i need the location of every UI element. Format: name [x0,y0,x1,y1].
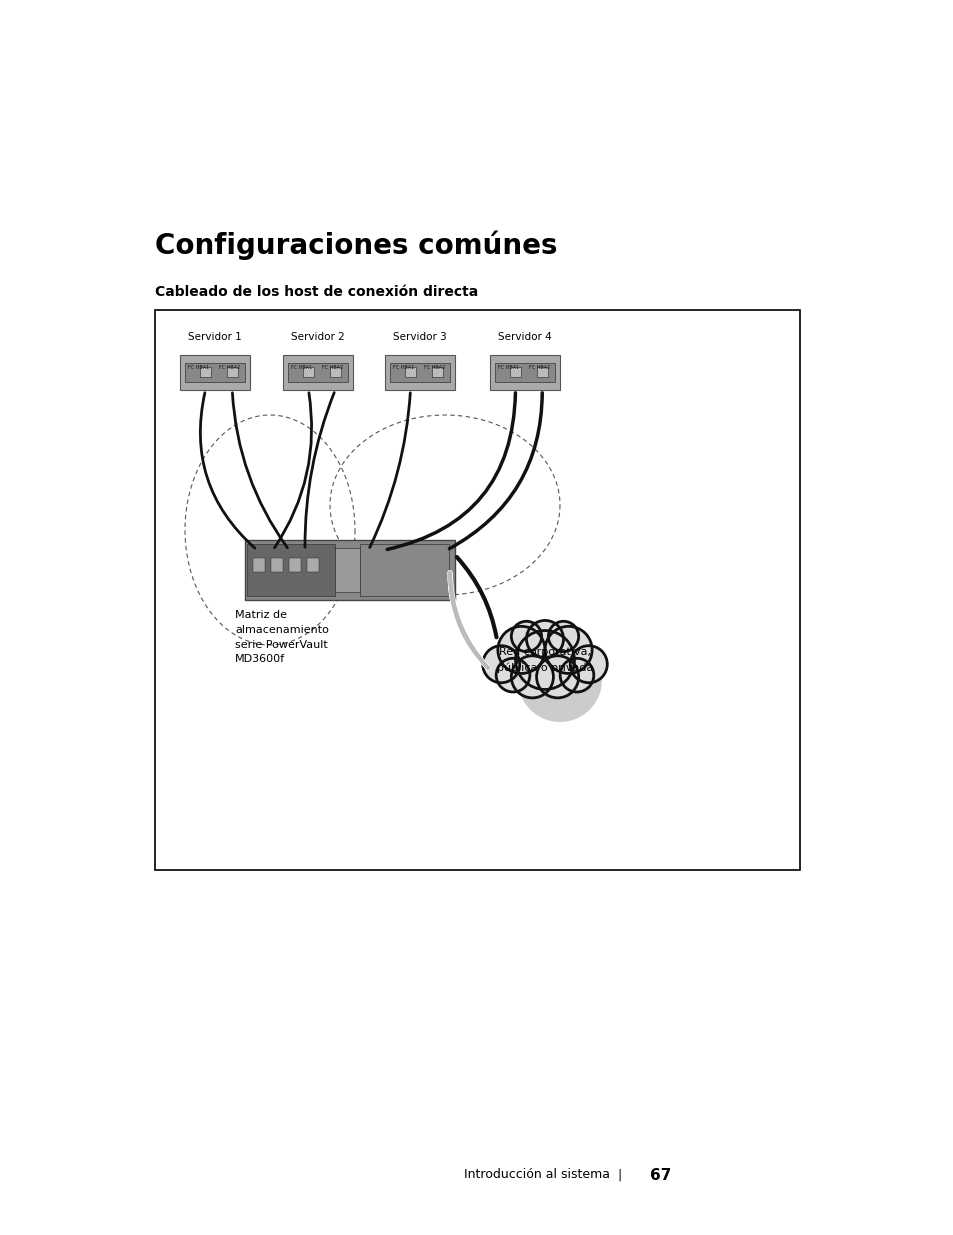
Text: Servidor 1: Servidor 1 [188,332,242,342]
Circle shape [482,646,519,683]
Text: Cableado de los host de conexión directa: Cableado de los host de conexión directa [154,285,477,299]
Bar [330,367,340,378]
FancyBboxPatch shape [390,363,449,382]
FancyBboxPatch shape [385,354,455,390]
FancyBboxPatch shape [247,543,335,597]
Text: FC HBA1: FC HBA1 [393,364,414,369]
Circle shape [548,621,578,652]
Circle shape [570,646,607,683]
Bar [271,558,283,572]
Text: Red corporativa,
pública o privada: Red corporativa, pública o privada [497,647,593,673]
Text: FC HBA2: FC HBA2 [529,364,550,369]
Circle shape [526,620,563,657]
Bar [432,367,442,378]
FancyBboxPatch shape [490,354,559,390]
Text: FC HBA1: FC HBA1 [291,364,312,369]
Bar [307,558,318,572]
FancyBboxPatch shape [335,548,360,592]
FancyBboxPatch shape [283,354,353,390]
Circle shape [544,626,592,673]
Circle shape [559,658,593,692]
Bar [227,367,237,378]
Circle shape [515,631,574,689]
Circle shape [517,638,601,722]
Bar [405,367,416,378]
Text: Introducción al sistema: Introducción al sistema [463,1168,609,1182]
Bar [303,367,314,378]
Text: FC HBA2: FC HBA2 [322,364,343,369]
FancyBboxPatch shape [360,543,448,597]
Text: Configuraciones comúnes: Configuraciones comúnes [154,230,557,259]
Bar [289,558,301,572]
Circle shape [496,658,529,692]
Text: Servidor 4: Servidor 4 [497,332,551,342]
Text: FC HBA2: FC HBA2 [424,364,445,369]
FancyBboxPatch shape [288,363,348,382]
Bar [510,367,520,378]
Text: |: | [618,1168,621,1182]
FancyBboxPatch shape [154,310,800,869]
Text: Servidor 2: Servidor 2 [291,332,345,342]
Text: FC HBA2: FC HBA2 [219,364,240,369]
Bar [537,367,547,378]
FancyBboxPatch shape [495,363,554,382]
FancyBboxPatch shape [185,363,245,382]
Circle shape [511,656,553,698]
Circle shape [497,626,544,673]
Text: FC HBA1: FC HBA1 [497,364,518,369]
Circle shape [536,656,578,698]
Bar [253,558,265,572]
Bar [200,367,211,378]
FancyBboxPatch shape [180,354,250,390]
Circle shape [511,621,541,652]
FancyBboxPatch shape [245,540,455,600]
Text: Servidor 3: Servidor 3 [393,332,446,342]
Text: 67: 67 [649,1167,671,1182]
Text: Matriz de
almacenamiento
serie PowerVault
MD3600f: Matriz de almacenamiento serie PowerVaul… [234,610,329,664]
Text: FC HBA1: FC HBA1 [188,364,209,369]
